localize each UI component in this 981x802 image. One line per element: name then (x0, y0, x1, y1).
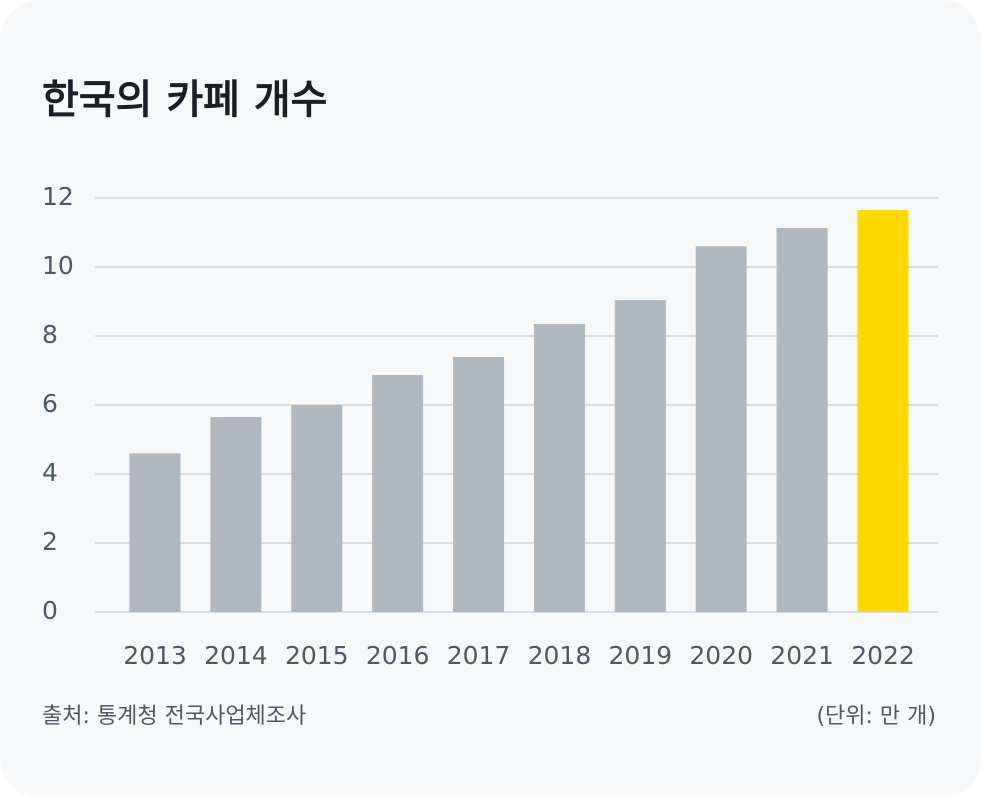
x-tick-label: 2016 (366, 641, 430, 670)
bar (372, 374, 424, 612)
bar (614, 300, 666, 612)
source-note: 출처: 통계청 전국사업체조사 (42, 704, 306, 729)
bar (129, 453, 181, 612)
y-tick-label: 12 (42, 182, 74, 211)
x-tick-label: 2017 (447, 641, 511, 670)
x-tick-label: 2022 (851, 641, 915, 670)
x-tick-label: 2014 (204, 641, 268, 670)
y-tick-label: 2 (42, 527, 58, 556)
bar (453, 357, 505, 612)
bar (695, 246, 747, 613)
y-tick-label: 8 (42, 320, 58, 349)
x-tick-label: 2013 (123, 641, 187, 670)
bar (533, 323, 585, 612)
y-tick-label: 6 (42, 389, 58, 418)
bar (291, 405, 343, 612)
x-tick-label: 2019 (609, 641, 673, 670)
x-tick-label: 2021 (770, 641, 834, 670)
x-tick-label: 2015 (285, 641, 349, 670)
x-tick-label: 2020 (689, 641, 753, 670)
chart-title: 한국의 카페 개수 (42, 77, 327, 123)
y-tick-label: 0 (42, 596, 58, 625)
bar (210, 417, 262, 612)
y-tick-label: 4 (42, 458, 58, 487)
unit-note: (단위: 만 개) (816, 704, 936, 729)
bar (857, 210, 909, 612)
bar (776, 228, 828, 612)
x-tick-label: 2018 (528, 641, 592, 670)
y-tick-label: 10 (42, 251, 74, 280)
